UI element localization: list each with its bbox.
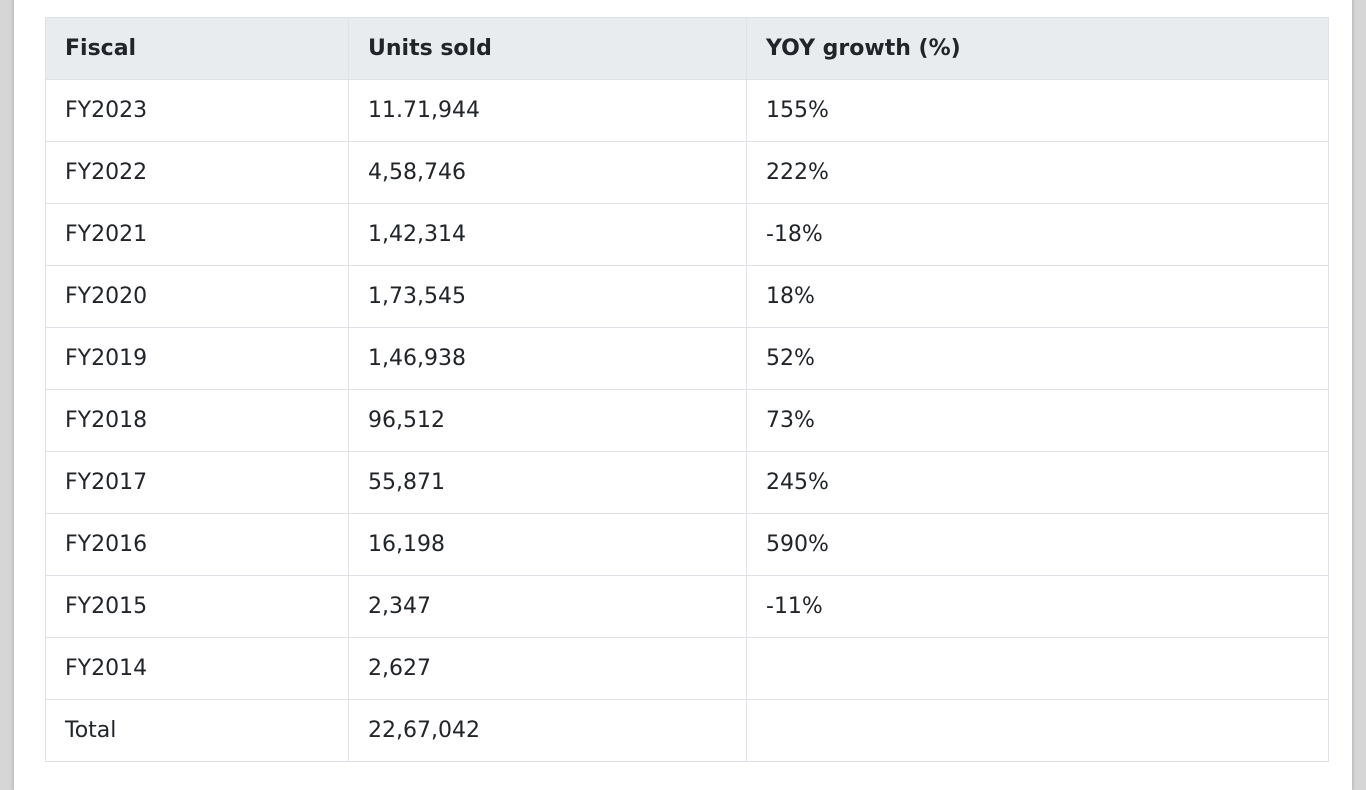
table-cell: FY2020 <box>45 265 349 328</box>
table-row: FY2020 1,73,545 18% <box>45 265 1329 328</box>
table-cell: 245% <box>746 451 1329 514</box>
table-row: FY2018 96,512 73% <box>45 389 1329 452</box>
column-header: Fiscal <box>45 17 349 80</box>
table-row: FY2022 4,58,746 222% <box>45 141 1329 204</box>
table-cell: 22,67,042 <box>348 699 747 762</box>
table-row: FY2017 55,871 245% <box>45 451 1329 514</box>
table-cell: 11.71,944 <box>348 79 747 142</box>
data-table: Fiscal Units sold YOY growth (%) FY2023 11.… <box>45 17 1329 762</box>
table-cell: 2,347 <box>348 575 747 638</box>
table-cell: 16,198 <box>348 513 747 576</box>
table-cell: FY2021 <box>45 203 349 266</box>
table-cell: Total <box>45 699 349 762</box>
table-cell: 96,512 <box>348 389 747 452</box>
table-cell: -11% <box>746 575 1329 638</box>
table-cell: 52% <box>746 327 1329 390</box>
table-row: FY2014 2,627 <box>45 637 1329 700</box>
table-cell <box>746 637 1329 700</box>
table-row: FY2016 16,198 590% <box>45 513 1329 576</box>
table-cell: 155% <box>746 79 1329 142</box>
table-cell: FY2023 <box>45 79 349 142</box>
table-cell: 18% <box>746 265 1329 328</box>
table-cell: 2,627 <box>348 637 747 700</box>
column-header: YOY growth (%) <box>746 17 1329 80</box>
table-cell: 1,42,314 <box>348 203 747 266</box>
header-row: Fiscal Units sold YOY growth (%) <box>45 17 1329 80</box>
table-row: FY2015 2,347 -11% <box>45 575 1329 638</box>
table-cell: 73% <box>746 389 1329 452</box>
table-cell: 222% <box>746 141 1329 204</box>
table-cell: FY2015 <box>45 575 349 638</box>
table-row: FY2021 1,42,314 -18% <box>45 203 1329 266</box>
table-row: FY2019 1,46,938 52% <box>45 327 1329 390</box>
table-row: FY2023 11.71,944 155% <box>45 79 1329 142</box>
table-cell: FY2022 <box>45 141 349 204</box>
column-header: Units sold <box>348 17 747 80</box>
table-cell: -18% <box>746 203 1329 266</box>
table-cell: 4,58,746 <box>348 141 747 204</box>
table-cell: FY2014 <box>45 637 349 700</box>
table-cell: 590% <box>746 513 1329 576</box>
table-cell: FY2018 <box>45 389 349 452</box>
table-cell: FY2017 <box>45 451 349 514</box>
table-cell: 1,46,938 <box>348 327 747 390</box>
table-cell: 55,871 <box>348 451 747 514</box>
table-cell: FY2016 <box>45 513 349 576</box>
table-cell: FY2019 <box>45 327 349 390</box>
table-cell: 1,73,545 <box>348 265 747 328</box>
table-cell <box>746 699 1329 762</box>
table-row: Total 22,67,042 <box>45 699 1329 762</box>
page: Fiscal Units sold YOY growth (%) FY2023 11.… <box>14 0 1352 790</box>
